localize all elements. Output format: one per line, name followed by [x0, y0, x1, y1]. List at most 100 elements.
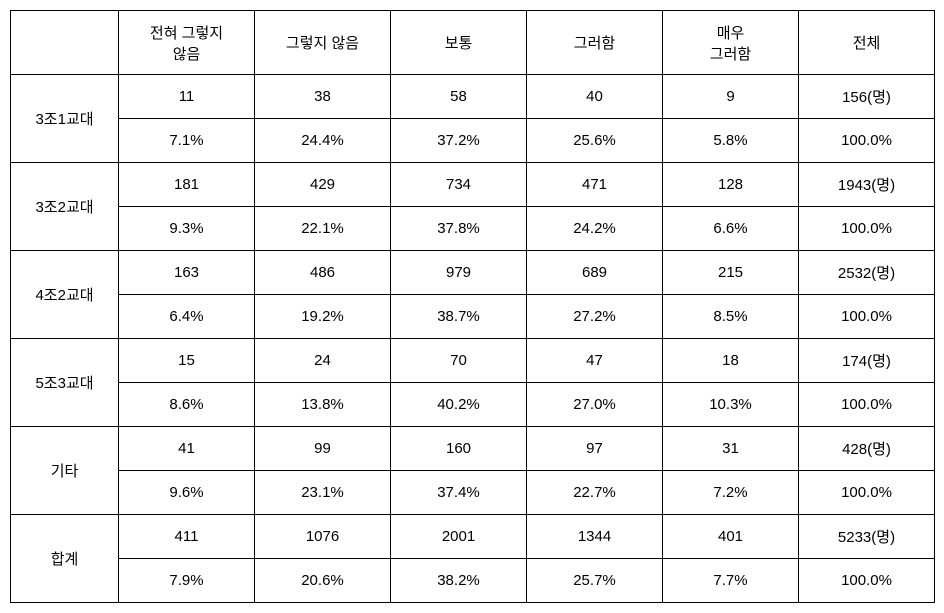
count-cell: 156(명) — [799, 75, 935, 119]
percent-cell: 100.0% — [799, 471, 935, 515]
percent-cell: 38.2% — [391, 559, 527, 603]
header-col-2: 보통 — [391, 11, 527, 75]
count-cell: 11 — [119, 75, 255, 119]
percent-cell: 24.2% — [527, 207, 663, 251]
percent-cell: 9.6% — [119, 471, 255, 515]
percent-cell: 25.6% — [527, 119, 663, 163]
count-cell: 15 — [119, 339, 255, 383]
row-label: 5조3교대 — [11, 339, 119, 427]
percent-cell: 100.0% — [799, 295, 935, 339]
percent-cell: 27.0% — [527, 383, 663, 427]
count-cell: 1076 — [255, 515, 391, 559]
row-label: 3조2교대 — [11, 163, 119, 251]
header-col-1: 그렇지 않음 — [255, 11, 391, 75]
table-row: 기타41991609731428(명) — [11, 427, 935, 471]
table-row: 8.6%13.8%40.2%27.0%10.3%100.0% — [11, 383, 935, 427]
count-cell: 401 — [663, 515, 799, 559]
count-cell: 24 — [255, 339, 391, 383]
percent-cell: 13.8% — [255, 383, 391, 427]
header-col-0: 전혀 그렇지않음 — [119, 11, 255, 75]
count-cell: 160 — [391, 427, 527, 471]
table-row: 3조2교대1814297344711281943(명) — [11, 163, 935, 207]
count-cell: 2001 — [391, 515, 527, 559]
count-cell: 5233(명) — [799, 515, 935, 559]
percent-cell: 20.6% — [255, 559, 391, 603]
percent-cell: 37.2% — [391, 119, 527, 163]
percent-cell: 100.0% — [799, 559, 935, 603]
count-cell: 428(명) — [799, 427, 935, 471]
percent-cell: 100.0% — [799, 207, 935, 251]
count-cell: 38 — [255, 75, 391, 119]
count-cell: 128 — [663, 163, 799, 207]
percent-cell: 6.6% — [663, 207, 799, 251]
percent-cell: 37.8% — [391, 207, 527, 251]
count-cell: 486 — [255, 251, 391, 295]
percent-cell: 38.7% — [391, 295, 527, 339]
count-cell: 411 — [119, 515, 255, 559]
percent-cell: 22.1% — [255, 207, 391, 251]
percent-cell: 100.0% — [799, 119, 935, 163]
table-body: 3조1교대113858409156(명)7.1%24.4%37.2%25.6%5… — [11, 75, 935, 603]
table-row: 5조3교대1524704718174(명) — [11, 339, 935, 383]
header-col-4: 매우그러함 — [663, 11, 799, 75]
row-label: 4조2교대 — [11, 251, 119, 339]
table-row: 3조1교대113858409156(명) — [11, 75, 935, 119]
percent-cell: 25.7% — [527, 559, 663, 603]
header-col-3: 그러함 — [527, 11, 663, 75]
count-cell: 429 — [255, 163, 391, 207]
percent-cell: 8.5% — [663, 295, 799, 339]
percent-cell: 7.1% — [119, 119, 255, 163]
percent-cell: 10.3% — [663, 383, 799, 427]
percent-cell: 24.4% — [255, 119, 391, 163]
count-cell: 215 — [663, 251, 799, 295]
table-row: 7.1%24.4%37.2%25.6%5.8%100.0% — [11, 119, 935, 163]
percent-cell: 7.7% — [663, 559, 799, 603]
percent-cell: 7.9% — [119, 559, 255, 603]
count-cell: 174(명) — [799, 339, 935, 383]
count-cell: 18 — [663, 339, 799, 383]
header-col-5: 전체 — [799, 11, 935, 75]
percent-cell: 9.3% — [119, 207, 255, 251]
row-label: 합계 — [11, 515, 119, 603]
table-row: 4조2교대1634869796892152532(명) — [11, 251, 935, 295]
header-corner — [11, 11, 119, 75]
percent-cell: 40.2% — [391, 383, 527, 427]
count-cell: 31 — [663, 427, 799, 471]
count-cell: 1344 — [527, 515, 663, 559]
percent-cell: 19.2% — [255, 295, 391, 339]
count-cell: 70 — [391, 339, 527, 383]
row-label: 기타 — [11, 427, 119, 515]
table-row: 6.4%19.2%38.7%27.2%8.5%100.0% — [11, 295, 935, 339]
count-cell: 979 — [391, 251, 527, 295]
count-cell: 47 — [527, 339, 663, 383]
table-row: 합계4111076200113444015233(명) — [11, 515, 935, 559]
count-cell: 97 — [527, 427, 663, 471]
count-cell: 40 — [527, 75, 663, 119]
table-row: 9.6%23.1%37.4%22.7%7.2%100.0% — [11, 471, 935, 515]
percent-cell: 6.4% — [119, 295, 255, 339]
count-cell: 181 — [119, 163, 255, 207]
count-cell: 41 — [119, 427, 255, 471]
percent-cell: 5.8% — [663, 119, 799, 163]
count-cell: 734 — [391, 163, 527, 207]
count-cell: 2532(명) — [799, 251, 935, 295]
percent-cell: 37.4% — [391, 471, 527, 515]
count-cell: 689 — [527, 251, 663, 295]
percent-cell: 23.1% — [255, 471, 391, 515]
percent-cell: 100.0% — [799, 383, 935, 427]
percent-cell: 8.6% — [119, 383, 255, 427]
percent-cell: 27.2% — [527, 295, 663, 339]
count-cell: 99 — [255, 427, 391, 471]
data-table: 전혀 그렇지않음 그렇지 않음 보통 그러함 매우그러함 전체 3조1교대113… — [10, 10, 935, 603]
count-cell: 1943(명) — [799, 163, 935, 207]
header-row: 전혀 그렇지않음 그렇지 않음 보통 그러함 매우그러함 전체 — [11, 11, 935, 75]
count-cell: 163 — [119, 251, 255, 295]
table-row: 9.3%22.1%37.8%24.2%6.6%100.0% — [11, 207, 935, 251]
percent-cell: 22.7% — [527, 471, 663, 515]
row-label: 3조1교대 — [11, 75, 119, 163]
percent-cell: 7.2% — [663, 471, 799, 515]
count-cell: 9 — [663, 75, 799, 119]
table-row: 7.9%20.6%38.2%25.7%7.7%100.0% — [11, 559, 935, 603]
count-cell: 471 — [527, 163, 663, 207]
count-cell: 58 — [391, 75, 527, 119]
